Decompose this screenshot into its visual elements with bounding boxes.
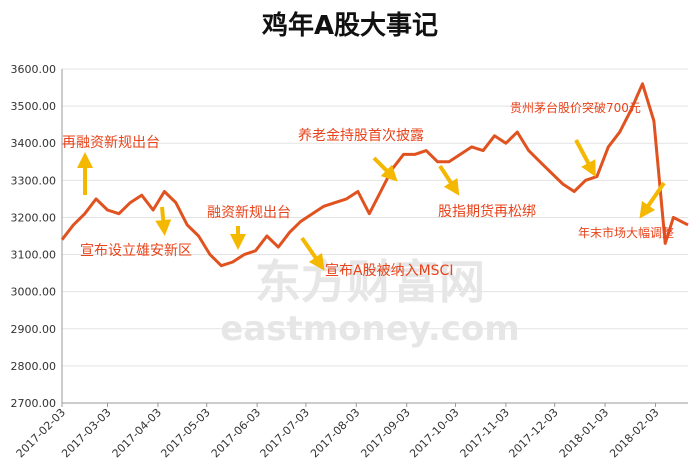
y-tick-label: 3600.00 — [11, 63, 57, 76]
arrow — [155, 206, 172, 236]
annotation: 股指期货再松绑 — [438, 203, 536, 220]
watermark: eastmoney.com — [220, 309, 519, 349]
y-tick-label: 3500.00 — [11, 100, 57, 113]
x-tick-label: 2017-07-03 — [258, 406, 312, 460]
annotation: 融资新规出台 — [207, 205, 291, 221]
annotation: 贵州茅台股价突破700元 — [510, 100, 641, 115]
x-tick-label: 2018-01-03 — [557, 406, 611, 460]
annotation: 宣布设立雄安新区 — [80, 243, 192, 259]
annotation: 宣布A股被纳入MSCI — [325, 263, 453, 279]
arrow — [372, 156, 398, 182]
x-tick-label: 2017-08-03 — [308, 406, 362, 460]
x-tick-label: 2017-09-03 — [358, 406, 412, 460]
annotation: 年末市场大幅调整 — [578, 225, 674, 240]
x-tick-label: 2018-02-03 — [607, 406, 661, 460]
arrow — [300, 236, 325, 271]
y-tick-label: 3400.00 — [11, 137, 57, 150]
x-tick-label: 2017-12-03 — [506, 406, 560, 460]
y-tick-label: 3200.00 — [11, 211, 57, 224]
x-tick-label: 2017-06-03 — [209, 406, 263, 460]
arrow — [639, 181, 666, 219]
y-tick-label: 3300.00 — [11, 174, 57, 187]
y-tick-label: 2800.00 — [11, 360, 57, 373]
annotation: 养老金持股首次披露 — [298, 128, 424, 144]
price-line — [60, 82, 689, 268]
arrow — [574, 139, 596, 178]
chart-title: 鸡年A股大事记 — [261, 10, 438, 41]
x-tick-label: 2017-04-03 — [110, 406, 164, 460]
watermark: 东方财富网 — [255, 255, 485, 309]
x-tick-label: 2017-03-03 — [59, 406, 113, 460]
y-tick-label: 3100.00 — [11, 249, 57, 262]
arrow — [438, 164, 460, 196]
annotation: 再融资新规出台 — [62, 135, 160, 151]
arrows — [77, 139, 666, 271]
y-tick-label: 2700.00 — [11, 397, 57, 410]
x-tick-label: 2017-05-03 — [158, 406, 212, 460]
x-tick-label: 2017-11-03 — [458, 406, 512, 460]
x-tick-label: 2017-10-03 — [407, 406, 461, 460]
y-tick-label: 2900.00 — [11, 323, 57, 336]
y-tick-label: 3000.00 — [11, 286, 57, 299]
